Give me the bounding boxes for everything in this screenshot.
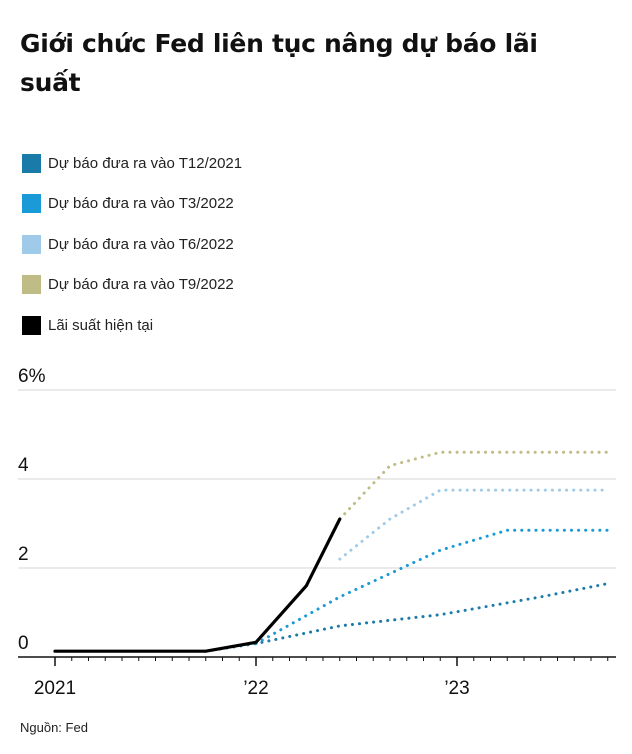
series-line <box>338 488 610 561</box>
chart-title: Giới chức Fed liên tục nâng dự báo lãi s… <box>20 29 538 97</box>
legend-label: Dự báo đưa ra vào T3/2022 <box>48 195 234 213</box>
line-chart: 0 2 4 6% 2021 ’22 ’23 <box>18 366 616 699</box>
legend-swatch <box>22 315 41 335</box>
series-line <box>254 528 610 646</box>
legend-item: Dự báo đưa ra vào T12/2021 <box>22 143 242 184</box>
series-lines <box>53 450 610 653</box>
legend-item: Lãi suất hiện tại <box>22 305 242 346</box>
legend-item: Dự báo đưa ra vào T3/2022 <box>22 184 242 225</box>
legend-item: Dự báo đưa ra vào T9/2022 <box>22 265 242 306</box>
y-tick-label: 4 <box>18 455 29 476</box>
legend-label: Dự báo đưa ra vào T6/2022 <box>48 235 234 253</box>
legend: Dự báo đưa ra vào T12/2021 Dự báo đưa ra … <box>22 143 242 346</box>
y-tick-label: 0 <box>18 633 29 654</box>
y-tick-labels: 0 2 4 6% <box>18 366 46 654</box>
x-tick-label: ’23 <box>444 678 469 699</box>
source-note: Nguồn: Fed <box>20 720 88 735</box>
y-tick-label: 2 <box>18 544 29 565</box>
legend-swatch <box>22 234 41 254</box>
legend-label: Lãi suất hiện tại <box>48 316 154 334</box>
legend-swatch <box>22 275 41 295</box>
series-line <box>338 450 610 521</box>
y-tick-label: 6% <box>18 366 46 387</box>
legend-item: Dự báo đưa ra vào T6/2022 <box>22 224 242 265</box>
x-axis: 2021 ’22 ’23 <box>18 656 616 699</box>
legend-swatch <box>22 194 41 214</box>
x-tick-label: 2021 <box>34 678 76 699</box>
gridlines <box>18 389 616 569</box>
legend-label: Dự báo đưa ra vào T12/2021 <box>48 154 243 172</box>
series-line <box>53 517 342 653</box>
legend-swatch <box>22 153 41 173</box>
series-line <box>204 582 610 653</box>
legend-label: Dự báo đưa ra vào T9/2022 <box>48 276 234 294</box>
x-tick-label: ’22 <box>243 678 268 699</box>
